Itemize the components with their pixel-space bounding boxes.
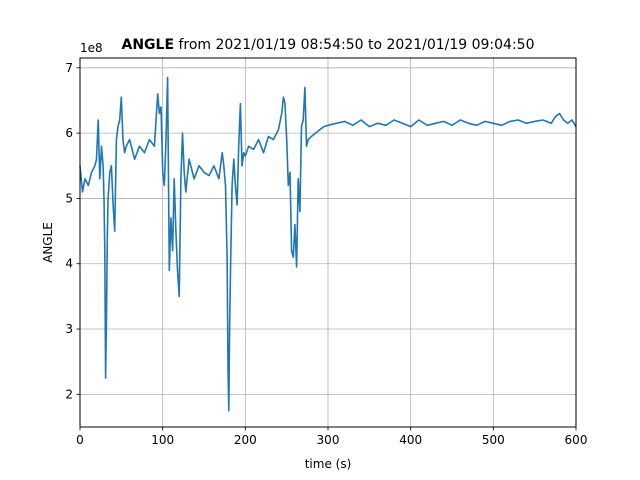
x-tick-label: 200 — [234, 433, 257, 447]
chart-title: ANGLE from 2021/01/19 08:54:50 to 2021/0… — [121, 37, 534, 53]
plot-area — [79, 76, 577, 412]
x-axis-label: time (s) — [305, 457, 352, 471]
series-line — [79, 76, 577, 412]
x-tick-label: 100 — [151, 433, 174, 447]
x-tick-label: 300 — [317, 433, 340, 447]
y-offset-text: 1e8 — [80, 41, 103, 55]
x-tick-label: 600 — [565, 433, 588, 447]
y-axis-label: ANGLE — [41, 222, 55, 263]
y-tick-label: 2 — [65, 387, 73, 401]
x-tick-label: 400 — [399, 433, 422, 447]
y-tick-label: 6 — [65, 126, 73, 140]
y-tick-label: 5 — [65, 191, 73, 205]
chart-title-rest: from 2021/01/19 08:54:50 to 2021/01/19 0… — [174, 37, 534, 53]
x-tick-label: 0 — [76, 433, 84, 447]
chart-title-bold: ANGLE — [121, 37, 174, 53]
grid — [79, 58, 577, 427]
y-tick-label: 3 — [65, 322, 73, 336]
x-tick-label: 500 — [482, 433, 505, 447]
y-tick-label: 4 — [65, 257, 73, 271]
ticks: 0 100 200 300 400 500 600 2 3 4 5 6 7 — [65, 61, 587, 447]
y-tick-label: 7 — [65, 61, 73, 75]
